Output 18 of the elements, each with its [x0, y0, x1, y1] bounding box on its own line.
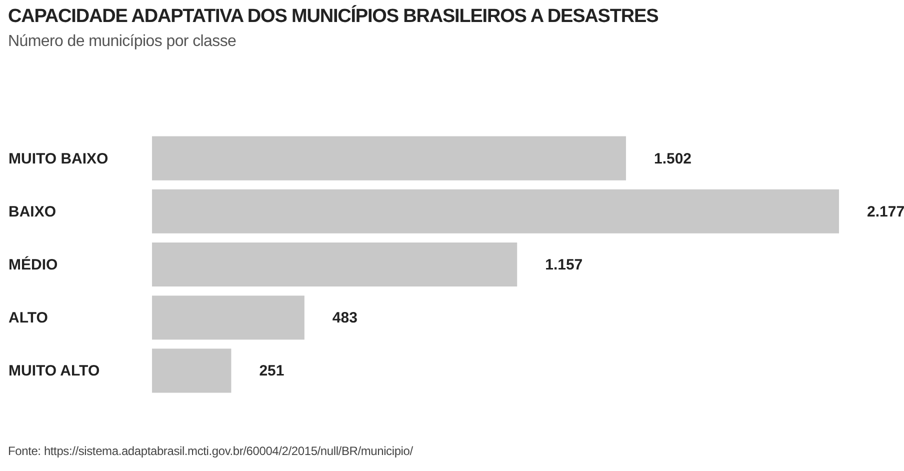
bar [152, 296, 304, 340]
bar [152, 136, 626, 180]
data-label: 2.177 [867, 203, 904, 220]
chart-subtitle: Número de municípios por classe [8, 33, 236, 51]
bar [152, 189, 839, 234]
bar [152, 348, 232, 393]
data-label: 251 [259, 362, 284, 380]
data-label: 483 [332, 310, 358, 327]
y-tick-label: MÉDIO [8, 256, 58, 274]
source-note: Fonte: https://sistema.adaptabrasil.mcti.gov.br/60004/2/2015/null/BR/municipio/ [8, 444, 413, 458]
bar [152, 242, 518, 287]
y-tick-label: ALTO [8, 310, 48, 327]
chart-title: CAPACIDADE ADAPTATIVA DOS MUNICÍPIOS BRASILEIROS A DESASTRES [8, 6, 658, 28]
data-label: 1.157 [545, 256, 583, 274]
y-tick-label: MUITO ALTO [8, 362, 100, 380]
data-label: 1.502 [654, 150, 692, 168]
y-tick-label: MUITO BAIXO [8, 150, 109, 168]
y-tick-label: BAIXO [8, 203, 56, 220]
